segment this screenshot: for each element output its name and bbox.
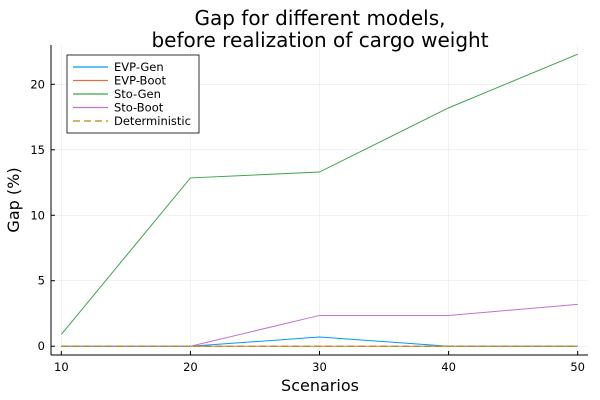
legend-label: EVP-Boot [114, 74, 167, 88]
y-tick-label: 5 [38, 274, 45, 288]
x-tick-label: 20 [183, 360, 198, 374]
x-axis-label: Scenarios [281, 376, 359, 395]
x-tick-label: 10 [54, 360, 69, 374]
x-tick-label: 50 [570, 360, 585, 374]
series-line-sto-gen [60, 53, 578, 335]
x-tick-label: 40 [441, 360, 456, 374]
tick-labels: 10 20 30 40 50 0 5 10 15 20 [30, 77, 585, 374]
legend: EVP-GenEVP-BootSto-GenSto-BootDeterminis… [66, 54, 200, 134]
legend-label: Sto-Boot [114, 101, 164, 115]
y-axis-label: Gap (%) [4, 167, 23, 232]
y-tick-label: 10 [30, 208, 45, 222]
legend-label: Sto-Gen [114, 87, 161, 101]
axes [50, 45, 588, 356]
legend-label: Deterministic [114, 114, 191, 128]
y-tick-label: 0 [38, 339, 45, 353]
legend-label: EVP-Gen [114, 60, 164, 74]
chart-title-line-1: Gap for different models, [194, 6, 445, 30]
chart-title-line-2: before realization of cargo weight [151, 28, 488, 52]
series-line-sto-boot [61, 303, 578, 347]
y-tick-label: 15 [30, 143, 45, 157]
plot-series [60, 53, 578, 347]
x-tick-label: 30 [312, 360, 327, 374]
y-tick-label: 20 [30, 77, 45, 91]
